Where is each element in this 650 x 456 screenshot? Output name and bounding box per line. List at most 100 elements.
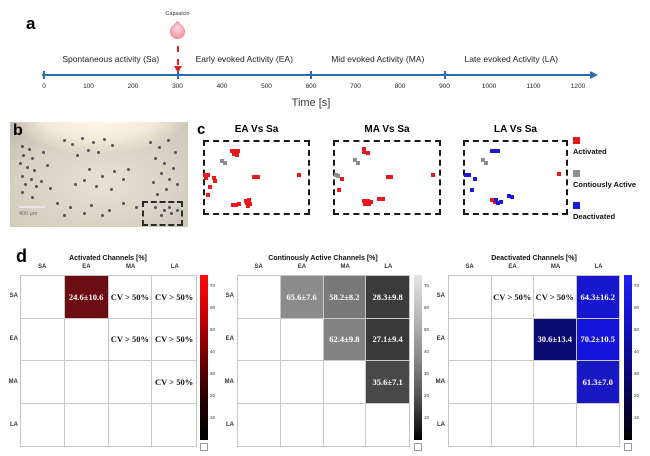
colorbar (414, 275, 422, 440)
matrix-cell (109, 403, 153, 446)
electrode-dot (166, 138, 170, 142)
matrix-column-header: EA (508, 264, 517, 270)
scatter-plot-title: MA Vs Sa (364, 124, 410, 135)
electrode-dot (155, 193, 159, 197)
electrode-dot (70, 143, 74, 146)
matrix-cell: 70.2±10.5 (576, 318, 619, 361)
matrix-cell: 61.3±7.0 (576, 361, 619, 404)
scatter-point (236, 149, 241, 154)
scatter-point (232, 152, 237, 157)
scatter-point (386, 174, 391, 179)
scatter-point (490, 148, 495, 153)
matrix-cell (152, 404, 196, 447)
electrode-dot (175, 209, 179, 213)
electrode-dot (109, 188, 113, 192)
scatter-point (203, 172, 208, 177)
matrix-cell: 64.3±16.2 (576, 276, 619, 319)
time-axis-tick-label: 0 (42, 83, 46, 90)
panel-b-microscopy-image: b 400 µm (10, 122, 188, 227)
scatter-point (237, 201, 242, 206)
matrix-row-header: SA (436, 292, 445, 299)
matrix-title: Activated Channels [%] (69, 255, 147, 262)
panel-a-label: a (26, 14, 36, 33)
colorbar-nan-swatch (414, 443, 422, 451)
matrix-cell: 28.3±9.8 (366, 276, 409, 319)
electrode-dot (100, 174, 104, 178)
matrix-cell (280, 318, 324, 361)
scatter-point (208, 184, 213, 189)
scale-bar-label: 400 µm (18, 211, 38, 218)
time-axis-tick-label: 200 (127, 83, 139, 90)
electrode-dot (31, 195, 35, 199)
matrix-cell: CV > 50% (152, 276, 196, 319)
matrix-cell: 24.6±10.6 (64, 276, 109, 319)
matrix-cell (238, 403, 281, 446)
matrix-cell (21, 276, 65, 319)
scatter-point (223, 161, 228, 166)
scatter-point (556, 171, 561, 176)
electrode-dot (26, 166, 30, 170)
scatter-point (252, 174, 257, 179)
colorbar-tick-label: 10 (424, 415, 430, 420)
electrode-dot (42, 151, 46, 155)
electrode-dot (159, 172, 163, 176)
scatter-plot-title: EA Vs Sa (234, 124, 279, 135)
matrix-cell (108, 361, 153, 404)
colorbar-tick-label: 10 (210, 415, 216, 420)
scatter-point (363, 201, 368, 206)
time-axis-tick (443, 71, 446, 79)
matrix-row-header: LA (10, 421, 18, 428)
electrode-dot (157, 146, 161, 150)
scatter-point (235, 153, 240, 157)
scatter-point (362, 198, 367, 203)
matrix-row-header: LA (226, 421, 234, 428)
matrix-cell (280, 361, 324, 404)
scatter-point (339, 177, 344, 181)
time-axis-tick-label: 900 (439, 83, 450, 90)
scatter-point (365, 150, 370, 155)
legend-marker-icon (573, 170, 580, 177)
colorbar-nan-swatch (624, 443, 632, 451)
electrode-dot (63, 138, 67, 142)
scatter-plot-box (463, 140, 568, 215)
time-axis-tick (43, 71, 45, 79)
time-axis-tick-label: 400 (216, 83, 228, 90)
time-axis-tick (310, 71, 312, 79)
matrix-cell (491, 318, 534, 361)
panel-c-label: c (197, 121, 206, 138)
matrix-row-header: SA (225, 292, 234, 299)
colorbar-tick-label: 60 (424, 305, 430, 310)
scatter-point (352, 158, 357, 163)
electrode-dot (163, 161, 167, 165)
matrix-cell (65, 403, 109, 446)
matrix-column-header: MA (125, 264, 136, 270)
colorbar-tick-label: 50 (634, 327, 640, 332)
matrix-row-header: LA (437, 421, 445, 428)
scatter-point (431, 173, 436, 178)
matrix-cell: 58.2±8.2 (323, 276, 367, 319)
matrix-cell (21, 403, 65, 446)
electrode-dot (40, 179, 44, 183)
electrode-dot (24, 182, 28, 186)
scatter-point (220, 159, 225, 163)
colorbar-tick-label: 30 (424, 371, 430, 376)
scatter-point (297, 173, 302, 178)
scatter-point (493, 148, 498, 153)
electrode-dot (82, 178, 86, 182)
phase-label: Late evoked Activity (LA) (464, 54, 559, 64)
matrix-column-header: EA (297, 264, 307, 270)
scatter-point (480, 158, 485, 163)
scatter-point (247, 198, 251, 202)
scatter-point (495, 149, 500, 154)
electrode-dot (173, 151, 177, 155)
electrode-dot (68, 206, 72, 209)
matrix-title: Deactivated Channels [%] (491, 255, 577, 262)
scatter-point (492, 200, 497, 205)
capsaicin-label: Capsaicin (165, 11, 190, 17)
colorbar-tick-label: 50 (210, 327, 216, 332)
colorbar-tick-label: 30 (210, 371, 216, 376)
electrode-dot (152, 180, 156, 184)
matrix-column-header: MA (340, 264, 350, 270)
time-axis-tick-label: 1000 (481, 83, 497, 90)
time-axis-line (42, 74, 590, 76)
